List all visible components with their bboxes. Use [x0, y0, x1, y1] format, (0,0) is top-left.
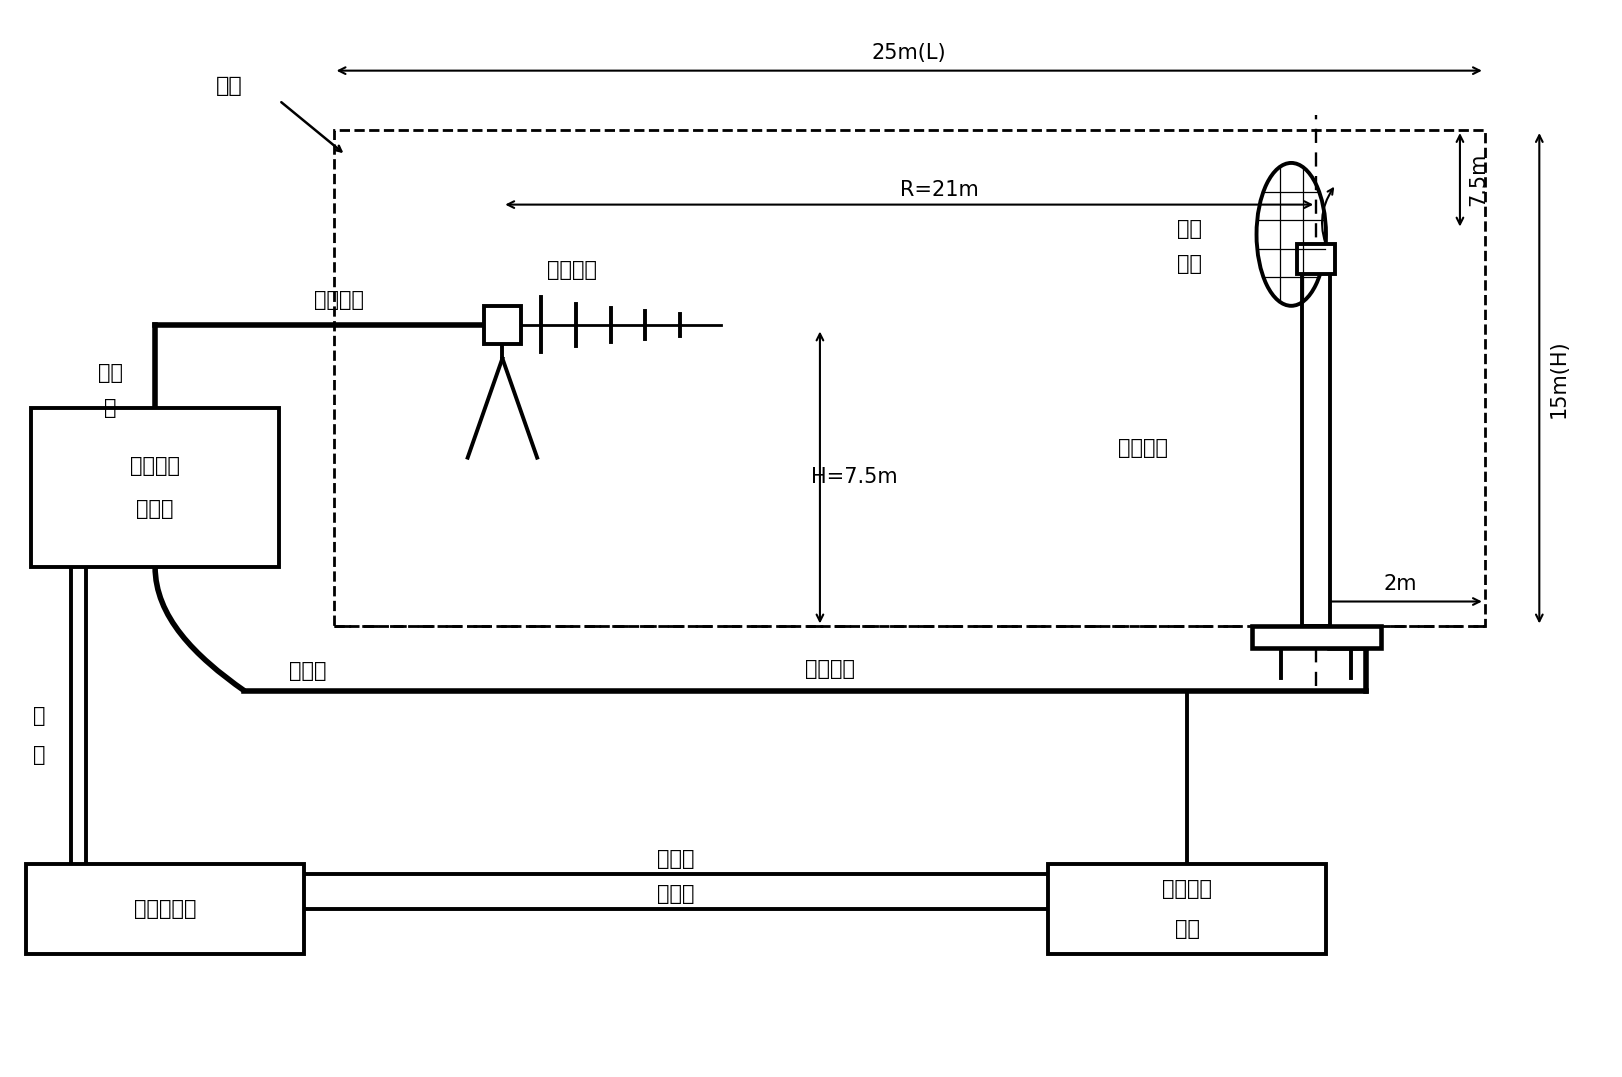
Text: 2m: 2m: [1384, 574, 1418, 593]
Text: 15m(H): 15m(H): [1549, 339, 1568, 418]
Text: H=7.5m: H=7.5m: [811, 467, 899, 488]
Text: 控制处理机: 控制处理机: [133, 899, 196, 919]
Text: R=21m: R=21m: [900, 180, 978, 199]
Text: 机柜: 机柜: [1174, 919, 1200, 939]
Text: 控制线: 控制线: [657, 884, 694, 905]
Text: 暗室: 暗室: [216, 75, 243, 96]
Text: 线: 线: [32, 745, 45, 766]
Text: 25m(L): 25m(L): [873, 43, 947, 62]
Text: 发射: 发射: [97, 363, 123, 383]
Text: 辅助天线: 辅助天线: [547, 260, 597, 280]
Text: 触发线: 触发线: [657, 850, 694, 869]
Bar: [1298, 244, 1335, 274]
Text: 端: 端: [104, 398, 117, 418]
Text: 被测: 被测: [1178, 220, 1202, 239]
Bar: [26, 865, 303, 954]
Bar: [1252, 627, 1380, 648]
Text: 射频电缆: 射频电缆: [313, 290, 363, 310]
Bar: [483, 306, 521, 344]
Text: 接收端: 接收端: [289, 661, 326, 681]
Bar: [31, 408, 279, 567]
Text: 7.5m: 7.5m: [1468, 153, 1487, 207]
Text: 测试转台: 测试转台: [1118, 437, 1168, 458]
Bar: [334, 130, 1484, 627]
Bar: [1048, 865, 1325, 954]
Text: 网: 网: [32, 705, 45, 726]
Bar: [1302, 269, 1330, 627]
Text: 射频电缆: 射频电缆: [805, 659, 855, 679]
Text: 矢量网络: 矢量网络: [130, 456, 180, 476]
Text: 天线: 天线: [1178, 254, 1202, 275]
Text: 转台控制: 转台控制: [1161, 879, 1212, 899]
Text: 分析仪: 分析仪: [136, 500, 174, 519]
